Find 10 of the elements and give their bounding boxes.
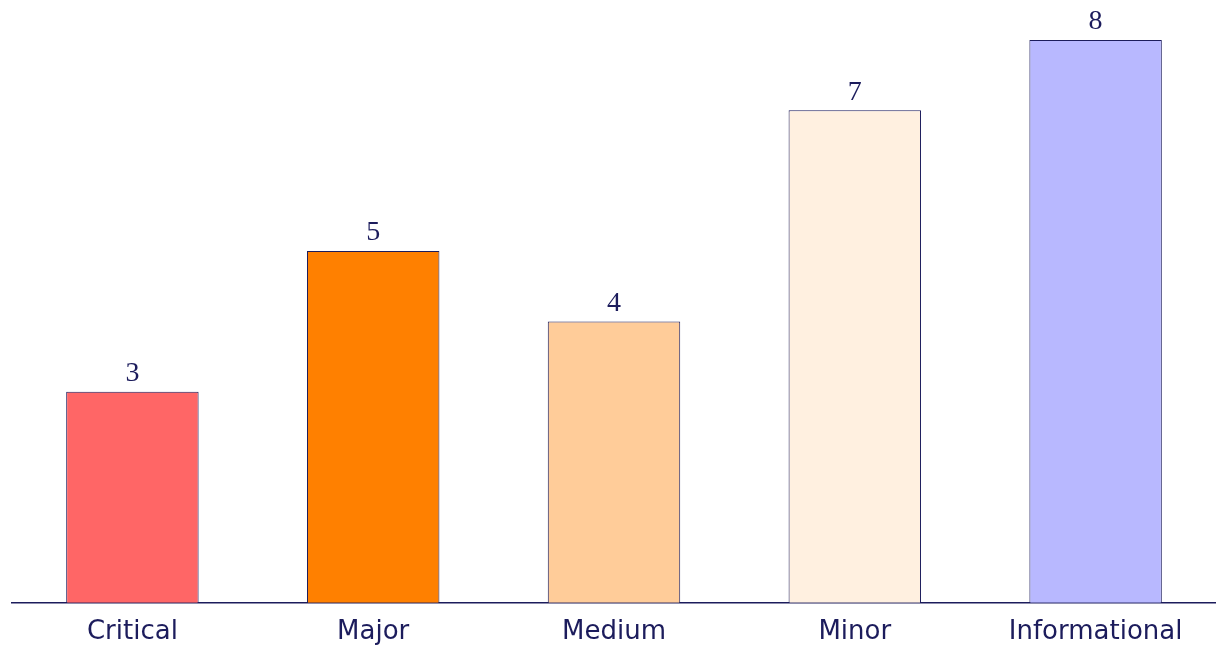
data-label: 3 (125, 356, 140, 388)
x-tick-label: Major (337, 615, 410, 646)
data-label: 4 (607, 285, 621, 317)
data-label: 8 (1088, 4, 1103, 36)
x-tick-label: Critical (86, 615, 178, 646)
x-tick-label: Minor (818, 615, 892, 646)
x-tick-label: Medium (562, 615, 666, 646)
x-tick-label: Informational (1008, 615, 1183, 646)
data-label: 7 (847, 74, 862, 106)
data-label: 5 (366, 215, 381, 247)
